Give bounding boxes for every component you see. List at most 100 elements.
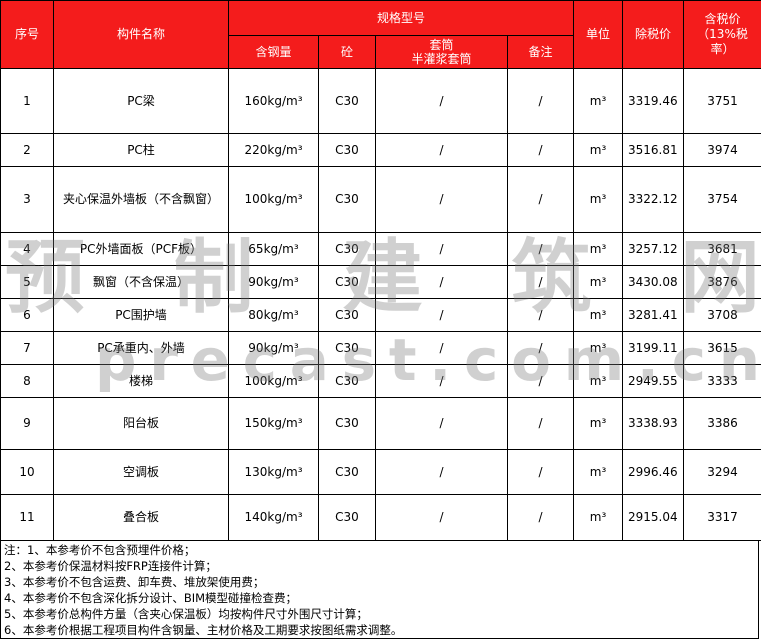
table-cell: 5 — [0, 265, 54, 299]
table-cell: / — [375, 166, 508, 233]
table-cell: C30 — [318, 331, 376, 365]
table-cell: PC外墙面板（PCF板） — [53, 232, 229, 266]
table-row: 5 飘窗（不含保温） 90kg/m³ C30// m³ 3430.08 3876 — [0, 265, 761, 299]
table-row: 3 夹心保温外墙板（不含飘窗） 100kg/m³ C30// m³ 3322.12 3754 — [0, 166, 761, 233]
table-cell: / — [506, 331, 575, 365]
table-cell: C30 — [318, 364, 376, 398]
table-cell: / — [506, 265, 575, 299]
table-row: 6 PC围护墙 80kg/m³ C30// m³ 3281.41 3708 — [0, 298, 761, 332]
table-cell: 2996.46 — [622, 449, 685, 495]
table-row: 10 空调板 130kg/m³ C30// m³ 2996.46 3294 — [0, 449, 761, 495]
table-cell: 飘窗（不含保温） — [53, 265, 229, 299]
header-cell: 除税价 — [622, 0, 685, 69]
table-cell: 2 — [0, 133, 54, 167]
table-cell: 3681 — [683, 232, 761, 266]
table-cell: 夹心保温外墙板（不含飘窗） — [53, 166, 229, 233]
table-cell: / — [375, 331, 508, 365]
table-cell: 90kg/m³ — [228, 331, 319, 365]
header-cell: 备注 — [506, 35, 575, 69]
table-cell: 3322.12 — [622, 166, 685, 233]
note-line: 2、本参考价保温材料按FRP连接件计算； — [4, 559, 217, 573]
table-cell: 7 — [0, 331, 54, 365]
table-cell: C30 — [318, 397, 376, 450]
table-cell: / — [506, 449, 575, 495]
header-cell: 含钢量 — [228, 35, 319, 69]
table-cell: 阳台板 — [53, 397, 229, 450]
note-line: 4、本参考价不包含深化拆分设计、BIM模型碰撞检查费； — [4, 591, 298, 605]
table-cell: m³ — [573, 364, 624, 398]
table-cell: m³ — [573, 265, 624, 299]
table-cell: 3615 — [683, 331, 761, 365]
table-row: 2 PC柱 220kg/m³ C30// m³ 3516.81 3974 — [0, 133, 761, 167]
table-body: 1 PC梁 160kg/m³ C30// m³ 3319.46 3751 2 PC柱 220kg/… — [0, 68, 761, 541]
table-cell: C30 — [318, 298, 376, 332]
table-cell: 4 — [0, 232, 54, 266]
header-cell: 规格型号 — [227, 0, 575, 36]
table-cell: 160kg/m³ — [228, 68, 319, 134]
table-cell: m³ — [573, 298, 624, 332]
price-table: 序号 构件名称 规格型号 单位 除税价 含税价（13%税率） 含钢量 砼 套筒 … — [0, 0, 761, 541]
table-cell: / — [375, 397, 508, 450]
table-cell: C30 — [318, 133, 376, 167]
table-cell: 150kg/m³ — [228, 397, 319, 450]
table-cell: / — [375, 68, 508, 134]
table-row: 9 阳台板 150kg/m³ C30// m³ 3338.93 3386 — [0, 397, 761, 450]
table-cell: / — [375, 298, 508, 332]
table-cell: 3199.11 — [622, 331, 685, 365]
table-cell: / — [506, 232, 575, 266]
table-cell: m³ — [573, 133, 624, 167]
table-cell: 100kg/m³ — [228, 364, 319, 398]
note-line: 5、本参考价总构件方量（含夹心保温板）均按构件尺寸外围尺寸计算； — [4, 607, 368, 621]
table-cell: / — [375, 265, 508, 299]
table-cell: / — [506, 68, 575, 134]
table-cell: 叠合板 — [53, 494, 229, 541]
table-cell: 3317 — [683, 494, 761, 541]
table-cell: m³ — [573, 494, 624, 541]
table-cell: / — [506, 397, 575, 450]
table-cell: / — [375, 364, 508, 398]
table-cell: m³ — [573, 232, 624, 266]
table-row: 7 PC承重内、外墙 90kg/m³ C30// m³ 3199.11 3615 — [0, 331, 761, 365]
table-cell: 3386 — [683, 397, 761, 450]
table-cell: 3974 — [683, 133, 761, 167]
table-cell: m³ — [573, 166, 624, 233]
table-row: 4 PC外墙面板（PCF板） 65kg/m³ C30// m³ 3257.12 3681 — [0, 232, 761, 266]
table-cell: C30 — [318, 232, 376, 266]
table-cell: 3338.93 — [622, 397, 685, 450]
table-cell: 11 — [0, 494, 54, 541]
table-cell: PC围护墙 — [53, 298, 229, 332]
table-cell: 220kg/m³ — [228, 133, 319, 167]
table-cell: 100kg/m³ — [228, 166, 319, 233]
table-cell: / — [506, 494, 575, 541]
table-cell: 空调板 — [53, 449, 229, 495]
table-cell: 9 — [0, 397, 54, 450]
table-cell: 140kg/m³ — [228, 494, 319, 541]
table-cell: / — [375, 232, 508, 266]
table-cell: 3 — [0, 166, 54, 233]
header-cell: 构件名称 — [53, 0, 229, 69]
table-cell: 10 — [0, 449, 54, 495]
table-row: 8 楼梯 100kg/m³ C30// m³ 2949.55 3333 — [0, 364, 761, 398]
table-cell: 65kg/m³ — [228, 232, 319, 266]
header-cell: 含税价（13%税率） — [683, 0, 761, 69]
header-cell: 套筒 半灌浆套筒 — [375, 35, 508, 69]
table-cell: 3333 — [683, 364, 761, 398]
header-cell: 砼 — [318, 35, 376, 69]
table-cell: m³ — [573, 397, 624, 450]
table-row: 11 叠合板 140kg/m³ C30// m³ 2915.04 3317 — [0, 494, 761, 541]
note-line: 3、本参考价不包含运费、卸车费、堆放架使用费； — [4, 575, 265, 589]
table-cell: / — [506, 133, 575, 167]
table-cell: 3516.81 — [622, 133, 685, 167]
header-cell: 序号 — [0, 0, 54, 69]
table-cell: / — [506, 364, 575, 398]
table-cell: 8 — [0, 364, 54, 398]
table-cell: PC柱 — [53, 133, 229, 167]
table-cell: 3708 — [683, 298, 761, 332]
table-cell: PC梁 — [53, 68, 229, 134]
table-cell: / — [506, 166, 575, 233]
table-cell: / — [506, 298, 575, 332]
table-cell: C30 — [318, 494, 376, 541]
table-cell: / — [375, 494, 508, 541]
table-cell: m³ — [573, 449, 624, 495]
